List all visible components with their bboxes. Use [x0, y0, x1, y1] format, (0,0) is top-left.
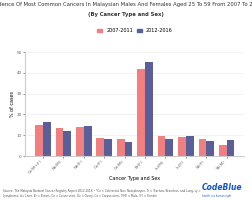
Bar — [56, 128, 63, 156]
Bar — [158, 136, 166, 156]
Bar — [76, 127, 84, 156]
Bar — [166, 139, 173, 156]
Text: CodeBlue: CodeBlue — [202, 183, 242, 192]
Legend: 2007-2011, 2012-2016: 2007-2011, 2012-2016 — [97, 28, 172, 33]
Bar — [43, 122, 51, 156]
Bar — [84, 126, 91, 156]
Text: health is a human right: health is a human right — [202, 194, 231, 198]
Bar — [145, 62, 153, 156]
Bar — [219, 145, 227, 156]
Text: Incidence Of Most Common Cancers In Malaysian Males And Females Aged 25 To 59 Fr: Incidence Of Most Common Cancers In Mala… — [0, 2, 252, 7]
X-axis label: Cancer Type and Sex: Cancer Type and Sex — [109, 176, 160, 181]
Bar — [206, 141, 214, 156]
Bar — [97, 138, 104, 156]
Bar — [117, 139, 124, 156]
Y-axis label: % of cases: % of cases — [10, 91, 15, 117]
Text: Source: The Malaysia National Cancer Registry Report 2012-2016 • *Co = Colorecta: Source: The Malaysia National Cancer Reg… — [3, 189, 200, 198]
Bar — [104, 139, 112, 156]
Bar — [199, 139, 206, 156]
Bar — [124, 142, 132, 156]
Bar — [186, 136, 194, 156]
Bar — [178, 137, 186, 156]
Text: (By Cancer Type and Sex): (By Cancer Type and Sex) — [88, 12, 164, 17]
Bar — [227, 140, 234, 156]
Bar — [63, 131, 71, 156]
Bar — [137, 69, 145, 156]
Bar — [35, 125, 43, 156]
